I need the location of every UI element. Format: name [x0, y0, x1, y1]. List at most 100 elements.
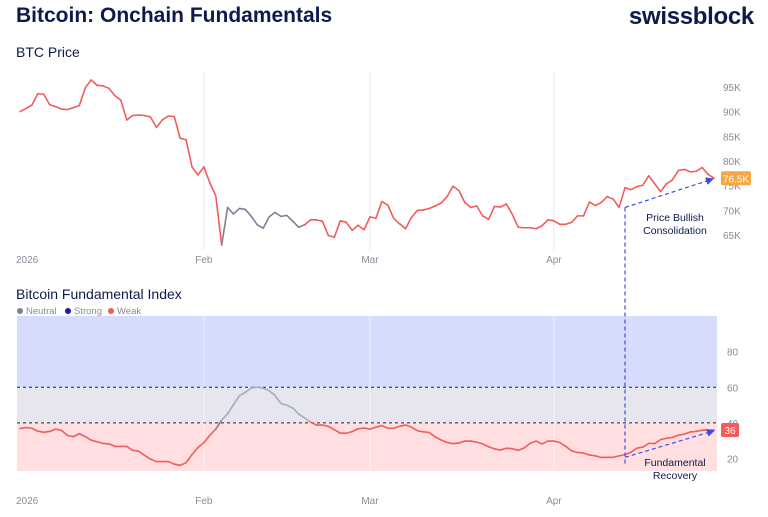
index-line-segment [475, 441, 484, 445]
legend-dot-neutral [17, 308, 23, 314]
index-line-segment [125, 445, 134, 452]
index-y-tick-label: 60 [727, 383, 739, 394]
price-x-tick-label: Mar [361, 255, 379, 266]
price-line-segment [511, 213, 520, 229]
price-line-segment [185, 138, 193, 168]
price-line-segment [570, 215, 579, 224]
price-line-segment [677, 168, 686, 172]
price-y-tick-label: 70K [723, 206, 741, 217]
page-title: Bitcoin: Onchain Fundamentals [16, 4, 333, 27]
price-line-segment [357, 224, 365, 231]
index-line-segment [375, 424, 383, 428]
index-line-segment [220, 413, 229, 421]
index-line-segment [250, 386, 259, 389]
price-line-segment [256, 223, 264, 230]
price-line-segment [458, 189, 466, 204]
index-line-segment [416, 429, 425, 433]
price-line-segment [505, 203, 514, 216]
price-line-segment [564, 221, 573, 226]
price-line-segment [161, 115, 170, 121]
index-line-segment [309, 421, 318, 426]
index-line-segment [612, 455, 620, 459]
index-annotation-label-line: Recovery [653, 470, 698, 482]
price-y-tick-label: 95K [723, 83, 741, 94]
index-line-segment [96, 440, 104, 445]
price-line-segment [143, 114, 152, 118]
index-line-segment [90, 439, 98, 443]
price-line-segment [475, 205, 484, 217]
index-x-tick-label: Mar [361, 496, 379, 507]
price-line-segment [292, 220, 300, 229]
price-line-segment [428, 205, 437, 210]
price-y-tick-label: 90K [723, 108, 741, 119]
index-line-segment [351, 427, 359, 433]
price-line-segment [642, 175, 650, 187]
price-line-segment [618, 186, 626, 209]
index-line-segment [636, 446, 644, 449]
price-line-segment [653, 182, 662, 193]
index-line-segment [558, 441, 567, 448]
index-line-segment [630, 447, 638, 454]
index-annotation-arrow [624, 428, 715, 458]
index-x-tick-label: Apr [546, 496, 562, 507]
index-line-segment [665, 436, 674, 440]
price-annotation-label-line: Price Bullish [646, 212, 704, 224]
price-line-segment [244, 208, 253, 218]
price-line-segment [647, 175, 656, 185]
index-line-segment [404, 424, 413, 428]
index-line-segment [72, 432, 81, 438]
index-line-segment [54, 428, 63, 432]
price-line-segment [386, 204, 395, 220]
price-annotation-label: Price Bullish Consolidation [643, 212, 707, 237]
price-line-segment [197, 166, 205, 176]
legend-label-strong: Strong [74, 306, 102, 317]
index-line-segment [66, 434, 75, 438]
index-line-segment [203, 434, 211, 444]
index-line-segment [327, 425, 336, 431]
price-line-segment [315, 219, 324, 223]
index-line-segment [434, 436, 442, 441]
price-line-segment [541, 219, 549, 227]
index-line-segment [653, 438, 662, 445]
price-line-segment [19, 107, 27, 113]
index-line-segment [232, 394, 241, 406]
price-line-segment [48, 103, 57, 108]
index-line-segment [84, 435, 92, 441]
legend-label-weak: Weak [117, 306, 141, 317]
price-line-segment [481, 215, 490, 221]
index-line-segment [499, 447, 508, 451]
index-line-segment [422, 431, 431, 434]
index-line-segment [197, 441, 205, 449]
price-line-segment [351, 224, 359, 232]
price-line-segment [487, 205, 496, 221]
index-line-segment [452, 442, 460, 445]
price-line-segment [446, 185, 454, 198]
index-line-segment [280, 402, 288, 407]
index-line-segment [642, 442, 650, 448]
index-line-segment [256, 386, 264, 389]
index-line-segment [505, 447, 514, 450]
price-line-segment [612, 198, 620, 209]
price-line-segment [345, 221, 353, 232]
price-line-segment [303, 219, 312, 226]
price-line-segment [149, 116, 158, 129]
index-line-segment [214, 419, 223, 430]
price-line-segment [683, 168, 692, 173]
index-line-segment [274, 394, 282, 405]
price-line-segment [90, 79, 98, 87]
price-line-segment [671, 169, 680, 181]
index-line-segment [588, 454, 597, 457]
index-line-segment [179, 461, 187, 467]
price-line-segment [398, 222, 407, 230]
price-line-segment [594, 201, 603, 207]
price-line-segment [529, 226, 537, 230]
index-line-segment [392, 425, 401, 430]
index-line-segment [226, 403, 235, 415]
price-line-segment [274, 211, 282, 218]
price-line-segment [297, 223, 306, 229]
index-line-segment [541, 440, 549, 445]
index-annotation-label: Fundamental Recovery [644, 457, 705, 482]
price-line-segment [606, 195, 614, 200]
index-line-segment [19, 426, 27, 430]
price-line-segment [125, 114, 134, 121]
